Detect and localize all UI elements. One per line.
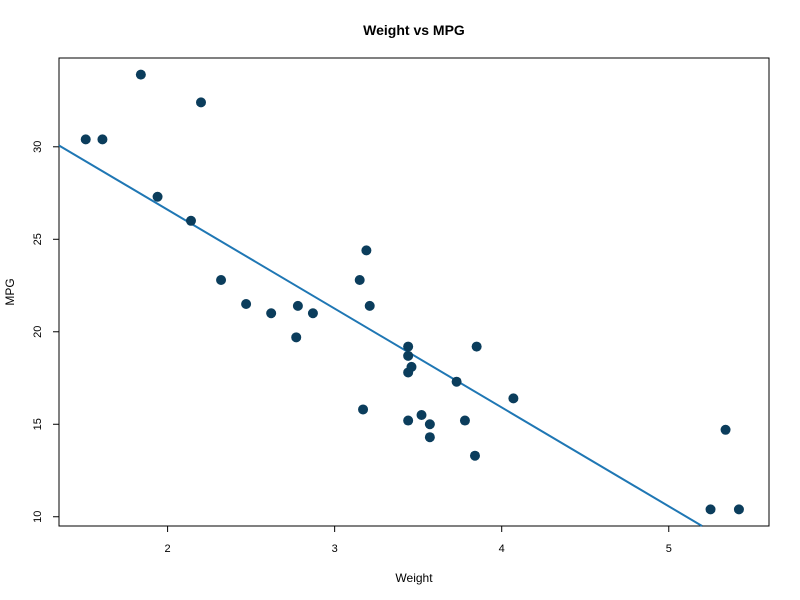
data-point xyxy=(216,274,227,285)
chart-title: Weight vs MPG xyxy=(363,22,465,38)
data-point xyxy=(196,97,206,108)
data-point xyxy=(241,299,252,310)
data-point xyxy=(358,404,369,415)
data-point xyxy=(152,191,163,202)
regression-line-layer xyxy=(58,144,703,527)
x-tick-label: 3 xyxy=(332,543,338,555)
data-point xyxy=(307,308,318,319)
data-point xyxy=(471,341,482,352)
data-point xyxy=(705,504,716,515)
data-point xyxy=(508,393,519,404)
y-tick-label: 10 xyxy=(32,511,44,523)
data-point xyxy=(406,361,417,372)
x-tick-label: 2 xyxy=(165,543,171,555)
data-point xyxy=(80,134,91,145)
data-point xyxy=(403,341,414,352)
data-point xyxy=(403,350,414,361)
scatter-points xyxy=(80,69,744,515)
data-point xyxy=(185,215,196,226)
data-point xyxy=(135,69,146,80)
y-tick-label: 20 xyxy=(32,326,44,338)
data-point xyxy=(424,432,435,443)
y-tick-label: 25 xyxy=(32,233,44,245)
data-point xyxy=(424,419,435,430)
x-tick-label: 4 xyxy=(499,543,505,555)
y-axis: 10 15 20 25 30 xyxy=(32,141,59,523)
data-point xyxy=(291,332,302,343)
data-point xyxy=(266,308,277,319)
y-tick-label: 30 xyxy=(32,141,44,153)
y-axis-label: MPG xyxy=(3,278,17,305)
data-point xyxy=(451,376,462,387)
data-point xyxy=(733,504,744,515)
data-point xyxy=(459,415,470,426)
data-point xyxy=(361,245,372,256)
data-point xyxy=(403,415,414,426)
x-axis-label: Weight xyxy=(395,571,433,585)
data-point xyxy=(469,450,480,461)
regression-line xyxy=(58,144,703,527)
plot-frame xyxy=(58,57,770,527)
x-tick-label: 5 xyxy=(666,543,672,555)
data-point xyxy=(97,134,108,145)
data-point xyxy=(364,300,375,311)
x-axis: 2 3 4 5 xyxy=(165,526,672,555)
data-point xyxy=(720,424,731,435)
y-tick-label: 15 xyxy=(32,418,44,430)
data-point xyxy=(416,410,427,421)
data-point xyxy=(354,274,365,285)
data-point xyxy=(292,300,303,311)
